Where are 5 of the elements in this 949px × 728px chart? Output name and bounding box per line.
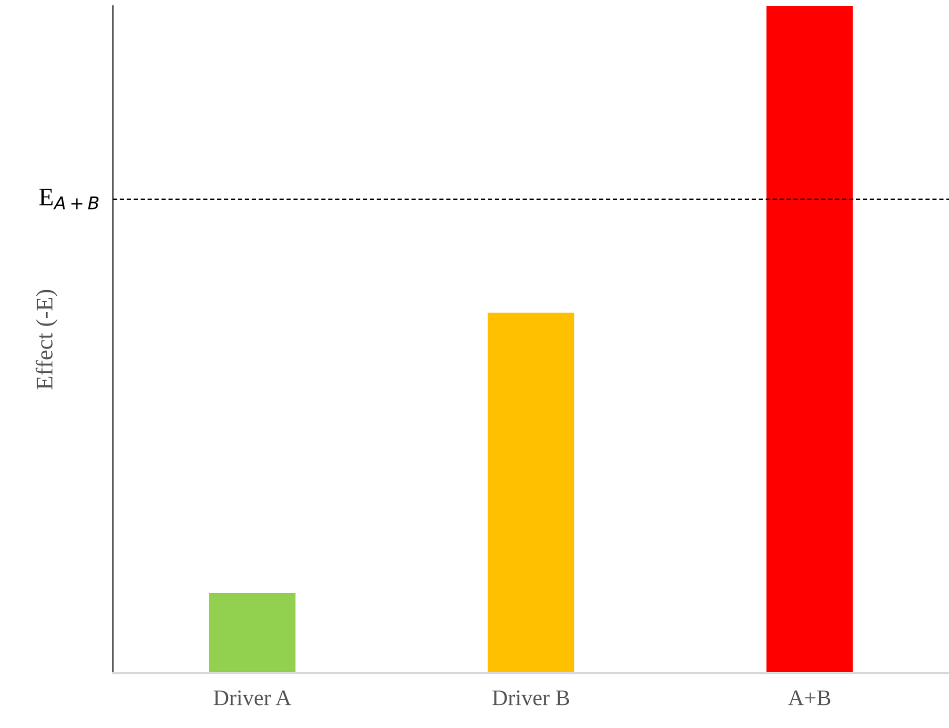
x-tick-label: Driver A	[214, 690, 292, 706]
y-axis-title: Effect (-E)	[36, 290, 58, 390]
ref-line-label: E$_{A+B}$	[39, 188, 99, 210]
x-tick-label: Driver B	[492, 690, 570, 706]
x-tick-label: A+B	[788, 690, 830, 706]
